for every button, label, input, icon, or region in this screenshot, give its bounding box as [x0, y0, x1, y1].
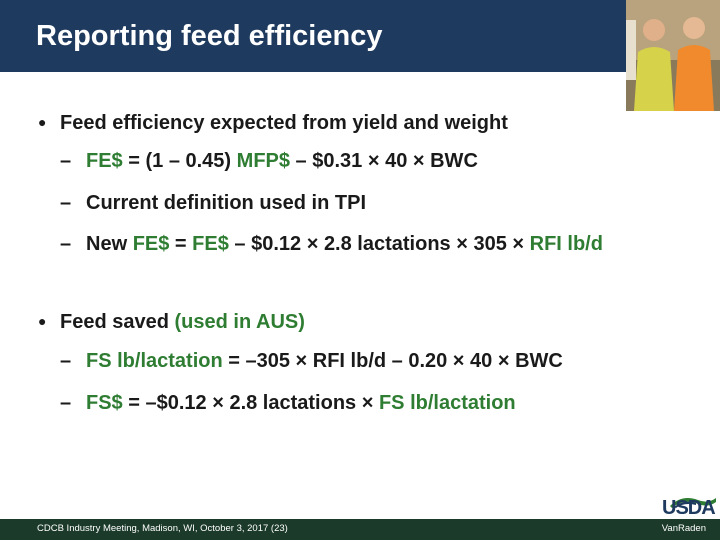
- highlighted-term: FE$: [132, 233, 170, 255]
- dash-marker-icon: –: [60, 233, 72, 255]
- usda-logo: USDA: [662, 494, 718, 520]
- sub-bullet-item: – New FE$ = FE$ – $0.12 × 2.8 lactations …: [60, 233, 603, 256]
- dash-marker-icon: –: [60, 392, 72, 414]
- sub-bullet-item: – FS lb/lactation = –305 × RFI lb/d – 0.2…: [60, 350, 563, 373]
- presenters-photo-image: [626, 0, 720, 111]
- title-bar: Reporting feed efficiency: [0, 0, 720, 72]
- bullet-dot-icon: ●: [38, 313, 47, 329]
- text-segment: =: [169, 233, 193, 255]
- text-segment: = –$0.12 × 2.8 lactations ×: [122, 392, 379, 414]
- highlighted-term: FE$: [86, 150, 123, 172]
- text-segment: Feed saved: [60, 311, 175, 333]
- highlighted-term: FS lb/lactation: [378, 392, 516, 414]
- text-segment: = –305 × RFI lb/d – 0.20 × 40 × BWC: [222, 350, 563, 372]
- highlighted-term: (used in AUS): [174, 311, 305, 333]
- text-segment: Current definition used in TPI: [86, 192, 366, 214]
- bullet-dot-icon: ●: [38, 114, 47, 130]
- footer-author: VanRaden: [661, 523, 706, 534]
- highlighted-term: FS lb/lactation: [86, 350, 223, 372]
- sub-bullet-item: – FS$ = –$0.12 × 2.8 lactations × FS lb/l…: [60, 392, 516, 415]
- sub-bullet-item: – FE$ = (1 – 0.45) MFP$ – $0.31 × 40 × BW…: [60, 150, 478, 173]
- dash-marker-icon: –: [60, 350, 72, 372]
- text-segment: New: [86, 233, 133, 255]
- bullet-text: Feed efficiency expected from yield and …: [60, 112, 508, 134]
- usda-logo-text: USDA: [662, 497, 716, 519]
- footer-meeting-info: CDCB Industry Meeting, Madison, WI, Octo…: [37, 523, 288, 534]
- bullet-item: ● Feed efficiency expected from yield and…: [38, 112, 508, 135]
- dash-marker-icon: –: [60, 192, 72, 214]
- bullet-item: ● Feed saved (used in AUS): [38, 311, 305, 334]
- usda-logo-mark: [670, 498, 716, 508]
- presenters-photo: [626, 0, 720, 111]
- text-segment: – $0.31 × 40 × BWC: [290, 150, 478, 172]
- highlighted-term: FE$: [192, 233, 229, 255]
- highlighted-term: MFP$: [236, 150, 290, 172]
- sub-bullet-item: – Current definition used in TPI: [60, 192, 366, 215]
- text-segment: – $0.12 × 2.8 lactations × 305 ×: [228, 233, 530, 255]
- highlighted-term: FS$: [86, 392, 123, 414]
- footer-bar: CDCB Industry Meeting, Madison, WI, Octo…: [0, 519, 720, 540]
- dash-marker-icon: –: [60, 150, 72, 172]
- highlighted-term: RFI lb/d: [529, 233, 603, 255]
- text-segment: = (1 – 0.45): [122, 150, 237, 172]
- slide-title: Reporting feed efficiency: [36, 20, 383, 52]
